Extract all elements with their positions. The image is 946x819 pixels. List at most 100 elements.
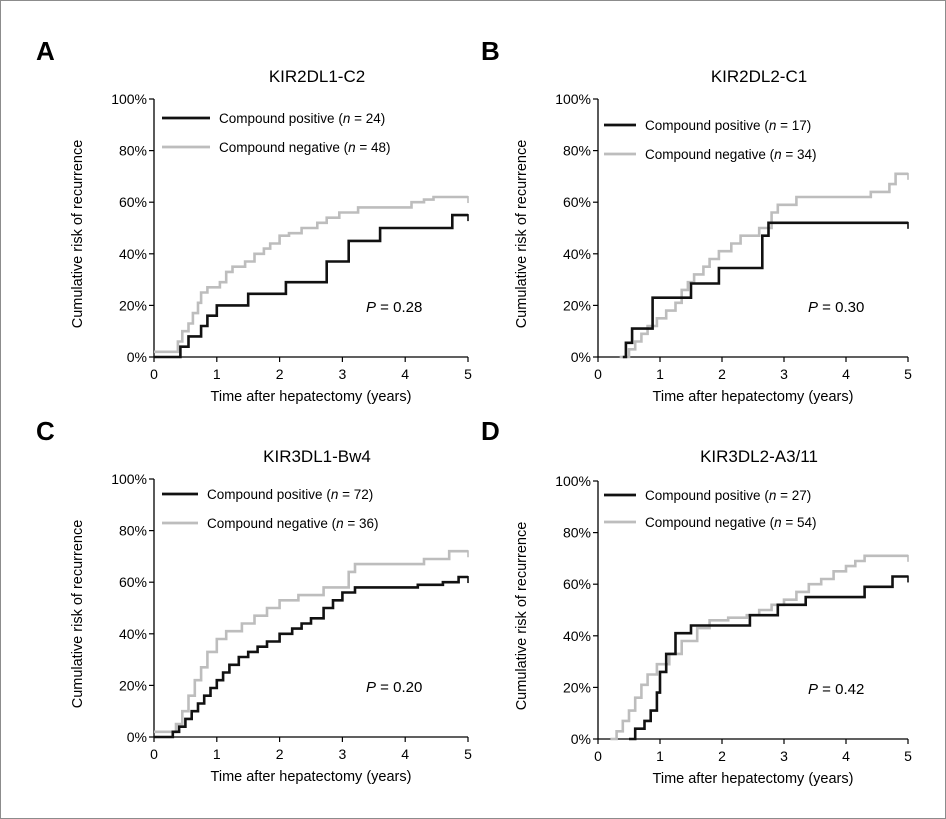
x-axis-label: Time after hepatectomy (years) [211,389,412,405]
p-value-annotation: P = 0.20 [366,679,422,696]
y-tick-label: 60% [119,194,147,210]
p-value-text: = 0.28 [376,299,422,316]
p-value-text: = 0.42 [818,681,864,698]
legend-entry-compound-negative: Compound negative (n = 36) [207,516,379,531]
y-tick-label: 20% [119,677,147,693]
series-line-compound-positive [154,575,468,739]
x-tick-label: 3 [339,746,347,762]
x-tick-label: 0 [150,746,158,762]
x-tick-label: 3 [780,748,788,764]
legend-n-symbol: n [769,118,777,133]
legend-name: Compound negative ( [207,516,337,531]
y-tick-label: 80% [563,143,591,159]
legend-entry-compound-positive: Compound positive (n = 24) [219,111,385,126]
y-tick-label: 60% [563,576,591,592]
y-axis-label: Cumulative risk of recurrence [514,522,530,711]
y-tick-label: 100% [555,473,591,489]
legend-name: Compound positive ( [645,488,769,503]
legend-entry-compound-negative: Compound negative (n = 54) [645,515,817,530]
legend-entry-compound-negative: Compound negative (n = 34) [645,147,817,162]
x-tick-label: 2 [276,366,284,382]
x-tick-label: 1 [656,748,664,764]
x-tick-label: 1 [213,746,221,762]
x-tick-label: 2 [718,748,726,764]
series-line-compound-negative [154,195,468,354]
y-tick-label: 80% [119,523,147,539]
y-tick-label: 80% [563,525,591,541]
x-tick-label: 5 [464,746,472,762]
series-line-compound-negative [619,172,908,359]
series-line-compound-negative [610,554,908,741]
y-tick-label: 20% [119,297,147,313]
legend-n-value: = 27) [776,488,811,503]
p-value-symbol: P [366,679,376,696]
x-tick-label: 3 [780,366,788,382]
p-value-symbol: P [808,299,818,316]
x-axis-label: Time after hepatectomy (years) [211,769,412,785]
x-tick-label: 2 [276,746,284,762]
p-value-symbol: P [366,299,376,316]
series-line-compound-positive [622,221,908,359]
p-value-text: = 0.20 [376,679,422,696]
x-tick-label: 4 [401,746,409,762]
legend-n-value: = 72) [338,487,373,502]
y-axis-label: Cumulative risk of recurrence [70,520,86,709]
y-tick-label: 100% [555,91,591,107]
chart-title: KIR3DL1-Bw4 [263,447,371,466]
p-value-text: = 0.30 [818,299,864,316]
x-tick-label: 0 [150,366,158,382]
legend-n-symbol: n [348,140,356,155]
panel-a: A KIR2DL1-C2 0% 20% 40% 60% 80% 100% 0 1 2 3 4 5 Time … [36,36,472,405]
legend-n-symbol: n [774,515,782,530]
x-tick-label: 5 [904,748,912,764]
series-line-compound-positive [154,213,468,359]
y-tick-label: 0% [127,349,147,365]
y-tick-label: 0% [127,729,147,745]
legend-n-value: = 34) [782,147,817,162]
p-value-annotation: P = 0.28 [366,299,422,316]
x-tick-label: 0 [594,366,602,382]
y-tick-label: 20% [563,679,591,695]
legend-n-symbol: n [769,488,777,503]
panel-letter: D [481,416,500,446]
legend-n-value: = 17) [776,118,811,133]
legend-n-value: = 24) [350,111,385,126]
y-tick-label: 40% [119,246,147,262]
x-axis-label: Time after hepatectomy (years) [653,389,854,405]
legend-name: Compound negative ( [645,515,775,530]
x-tick-label: 1 [213,366,221,382]
y-tick-label: 40% [119,626,147,642]
series-line-compound-positive [629,575,908,741]
y-tick-label: 80% [119,143,147,159]
legend-entry-compound-negative: Compound negative (n = 48) [219,140,391,155]
y-tick-label: 60% [119,574,147,590]
series-line-compound-negative [154,549,468,734]
legend-entry-compound-positive: Compound positive (n = 72) [207,487,373,502]
legend-entry-compound-positive: Compound positive (n = 27) [645,488,811,503]
legend-n-value: = 36) [344,516,379,531]
chart-title: KIR2DL2-C1 [711,67,807,86]
panel-letter: B [481,36,500,66]
x-tick-label: 4 [842,748,850,764]
legend-entry-compound-positive: Compound positive (n = 17) [645,118,811,133]
legend-name: Compound positive ( [645,118,769,133]
chart-title: KIR3DL2-A3/11 [700,447,818,466]
panel-letter: A [36,36,55,66]
y-tick-label: 40% [563,628,591,644]
y-axis-label: Cumulative risk of recurrence [514,140,530,329]
x-tick-label: 0 [594,748,602,764]
x-tick-label: 1 [656,366,664,382]
chart-title: KIR2DL1-C2 [269,67,365,86]
legend-name: Compound positive ( [207,487,331,502]
legend-n-value: = 48) [356,140,391,155]
legend-n-symbol: n [343,111,351,126]
legend-n-value: = 54) [782,515,817,530]
legend-name: Compound positive ( [219,111,343,126]
p-value-annotation: P = 0.30 [808,299,864,316]
x-tick-label: 4 [842,366,850,382]
legend-n-symbol: n [336,516,344,531]
y-tick-label: 100% [111,471,147,487]
x-tick-label: 4 [401,366,409,382]
